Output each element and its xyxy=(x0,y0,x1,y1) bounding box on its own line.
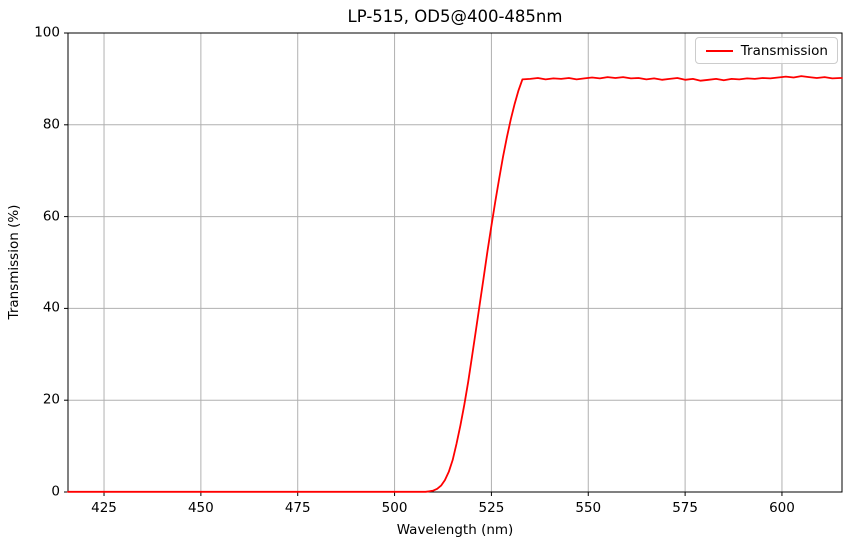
x-tick-label: 600 xyxy=(769,500,795,516)
y-tick-label: 0 xyxy=(51,483,60,500)
x-tick-label: 525 xyxy=(478,500,505,516)
axes-spines xyxy=(67,32,843,493)
transmission-curve xyxy=(67,75,843,493)
legend-line-sample xyxy=(705,49,733,52)
y-tick-label: 20 xyxy=(42,391,60,408)
x-tick-label: 425 xyxy=(91,500,117,516)
y-tick-label: 60 xyxy=(42,208,60,225)
legend: Transmission xyxy=(694,37,838,64)
chart-title: LP-515, OD5@400-485nm xyxy=(347,7,563,26)
x-tick-label: 500 xyxy=(381,500,408,516)
y-tick-label: 40 xyxy=(42,299,60,316)
legend-label: Transmission xyxy=(740,42,828,59)
x-tick-label: 575 xyxy=(672,500,698,516)
x-axis-label: Wavelength (nm) xyxy=(396,522,514,538)
y-tick-label: 100 xyxy=(34,24,60,41)
x-tick-label: 475 xyxy=(284,500,311,516)
y-tick-label: 80 xyxy=(42,116,60,133)
x-tick-label: 450 xyxy=(187,500,214,516)
x-tick-label: 550 xyxy=(575,500,602,516)
